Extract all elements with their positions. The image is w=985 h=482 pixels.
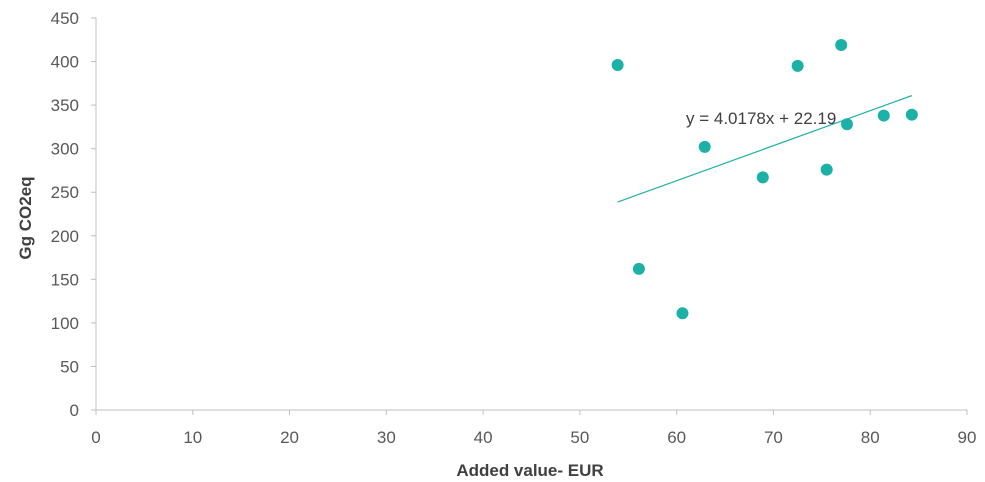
y-tick-label: 0: [70, 401, 79, 420]
x-tick-label: 40: [474, 428, 493, 447]
data-point: [905, 108, 918, 121]
y-tick-label: 200: [51, 227, 79, 246]
data-point: [611, 59, 624, 72]
data-point: [698, 140, 711, 153]
y-axis: 0 50 100 150 200 250 300 350 400 450: [51, 9, 97, 420]
data-point: [835, 39, 848, 52]
y-axis-title: Gg CO2eq: [16, 176, 35, 259]
x-tick-label: 0: [91, 428, 100, 447]
data-point: [820, 163, 833, 176]
y-tick-label: 400: [51, 53, 79, 72]
data-points: [611, 39, 918, 320]
x-tick-label: 70: [764, 428, 783, 447]
x-tick-label: 10: [183, 428, 202, 447]
y-tick-label: 350: [51, 96, 79, 115]
data-point: [756, 171, 769, 184]
y-tick-label: 300: [51, 140, 79, 159]
x-tick-label: 20: [280, 428, 299, 447]
y-tick-label: 450: [51, 9, 79, 28]
data-point: [791, 59, 804, 72]
data-point: [877, 109, 890, 122]
y-tick-label: 100: [51, 314, 79, 333]
data-point: [676, 307, 689, 320]
data-point: [632, 262, 645, 275]
trendline-equation: y = 4.0178x + 22.19: [686, 109, 836, 128]
x-tick-label: 60: [667, 428, 686, 447]
x-axis-title: Added value- EUR: [456, 461, 603, 480]
data-point: [840, 118, 853, 131]
x-tick-label: 50: [570, 428, 589, 447]
trendline: [617, 95, 913, 203]
y-tick-label: 50: [60, 357, 79, 376]
x-axis: 0 10 20 30 40 50 60 70 80 90: [91, 409, 977, 447]
x-tick-label: 30: [377, 428, 396, 447]
trendline-line: [617, 95, 913, 203]
y-tick-label: 250: [51, 183, 79, 202]
x-tick-label: 80: [861, 428, 880, 447]
y-tick-label: 150: [51, 270, 79, 289]
x-tick-label: 90: [958, 428, 977, 447]
